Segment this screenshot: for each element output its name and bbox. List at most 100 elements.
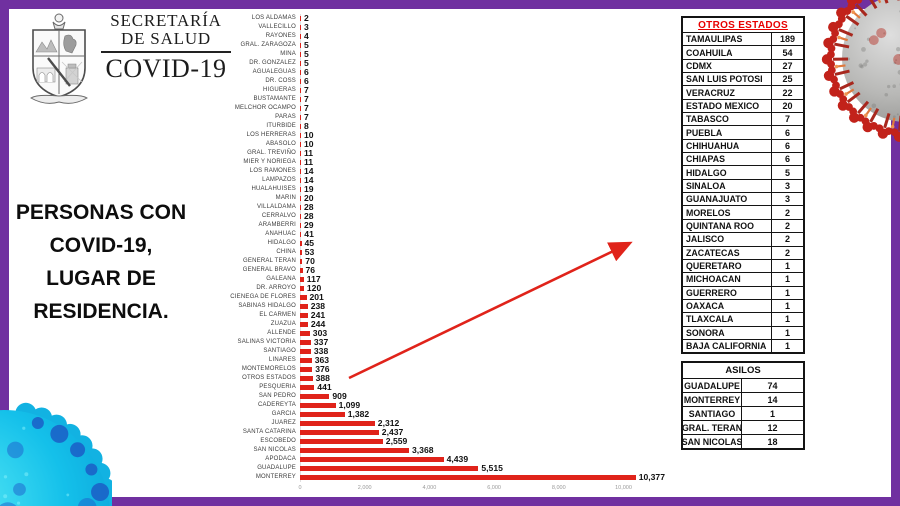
bar-value-label: 388 [315, 373, 330, 383]
bar-category-label: GALEANA [266, 276, 296, 282]
bar [300, 393, 330, 400]
table-cell-name: JALISCO [686, 234, 725, 245]
bar [300, 429, 379, 436]
table-cell-name: ESTADO MEXICO [686, 100, 760, 111]
bar-row: GUADALUPE 5,515 [158, 464, 688, 473]
bar-value-label: 2 [304, 13, 309, 23]
x-axis-tick: 4,000 [422, 485, 437, 491]
bar [300, 267, 303, 274]
bar [300, 348, 311, 355]
bar-value-label: 6 [304, 76, 309, 86]
table-cell-name: GUERRERO [686, 287, 737, 298]
bar [300, 159, 301, 166]
x-axis-tick: 8,000 [551, 485, 566, 491]
table-row: HIDALGO 5 [683, 165, 803, 179]
bar-value-label: 303 [312, 328, 328, 338]
asilos-table: ASILOS GUADALUPE 74 MONTERREY 14 SANTIAGO 1 GR… [681, 361, 805, 450]
bar-category-label: MIER Y NORIEGA [243, 159, 296, 165]
bar-row: GARCIA 1,382 [158, 410, 688, 419]
bar-row: SANTA CATARINA 2,437 [158, 428, 688, 437]
table-row: CDMX 27 [683, 58, 803, 73]
bar-row: GRAL. TREVIÑO 11 [158, 149, 688, 158]
bar [300, 339, 311, 346]
bar-value-label: 5 [304, 58, 309, 68]
bar-row: DR. ARROYO 120 [158, 284, 688, 293]
bar [300, 177, 301, 184]
logo-line-secretaria: SECRETARÍA [110, 11, 222, 30]
table-title: ASILOS [725, 365, 761, 376]
bar-category-label: SANTIAGO [263, 348, 296, 354]
bar-value-label: 238 [310, 301, 326, 311]
table-cell-name: QUERETARO [686, 261, 742, 272]
table-cell-name: PUEBLA [686, 127, 723, 138]
y-axis-line [300, 14, 301, 482]
bar [300, 456, 444, 463]
table-cell-name: OAXACA [686, 301, 725, 312]
bar-row: DR. COSS 6 [158, 77, 688, 86]
table-row: MICHOACAN 1 [683, 272, 803, 286]
bar-category-label: AGUALEGUAS [252, 69, 296, 75]
bar-value-label: 76 [305, 265, 316, 275]
table-cell-value: 1 [741, 407, 803, 420]
table-row: GRAL. TERAN 12 [683, 420, 803, 434]
x-axis-tick: 2,000 [357, 485, 372, 491]
bar [300, 24, 301, 31]
x-axis-tick: 6,000 [487, 485, 501, 491]
bar [300, 402, 336, 409]
bar-value-label: 7 [304, 85, 309, 95]
bar-row: MELCHOR OCAMPO 7 [158, 104, 688, 113]
bar-value-label: 41 [304, 229, 314, 239]
coat-of-arms-icon [30, 13, 88, 104]
table-cell-value: 54 [771, 46, 803, 59]
bar-row: ZUAZUA 244 [158, 320, 688, 329]
table-cell-value: 2 [771, 233, 803, 246]
table-cell-value: 22 [771, 86, 803, 99]
table-cell-value: 3 [771, 179, 803, 193]
bar-row: CIENEGA DE FLORES 201 [158, 293, 688, 302]
x-axis: 0 2,000 4,000 6,000 8,000 10,000 [298, 482, 645, 493]
bar [300, 186, 301, 193]
bar-row: PESQUERIA 441 [158, 383, 688, 392]
bar-category-label: APODACA [265, 456, 296, 462]
bar-value-label: 2,559 [385, 436, 408, 446]
bar [300, 231, 302, 238]
bar-row: CERRALVO 28 [158, 212, 688, 221]
bar [300, 258, 303, 265]
coronavirus-red-icon [821, 0, 900, 142]
bar [300, 15, 301, 22]
table-cell-value: 6 [771, 139, 803, 153]
table-cell-value: 12 [741, 421, 803, 434]
bar [300, 312, 308, 319]
bar-category-label: ANAHUAC [265, 231, 296, 237]
bar-category-label: RAYONES [265, 33, 296, 39]
x-axis-tick: 0 [298, 485, 302, 491]
bar-category-label: MELCHOR OCAMPO [234, 105, 296, 111]
bar-row: GRAL. ZARAGOZA 5 [158, 41, 688, 50]
bar [300, 78, 301, 85]
table-row: MORELOS 2 [683, 205, 803, 219]
bar-row: EL CARMEN 241 [158, 311, 688, 320]
table-row: JALISCO 2 [683, 232, 803, 246]
table-cell-name: SANTIAGO [688, 408, 736, 419]
bar-category-label: EL CARMEN [259, 312, 296, 318]
page-title: PERSONAS CON COVID-19, LUGAR DE RESIDENC… [15, 201, 187, 323]
bar [300, 465, 479, 472]
table-cell-value: 2 [771, 246, 803, 259]
bar-value-label: 10 [304, 130, 314, 140]
bar-category-label: LOS ALDAMAS [251, 15, 296, 21]
bar-category-label: VILLALDAMA [256, 204, 296, 210]
bar-value-label: 3 [304, 22, 309, 32]
bar-category-label: ABASOLO [265, 141, 296, 147]
logo-text: SECRETARÍA DE SALUD COVID-19 [101, 12, 231, 82]
bar-category-label: ALLENDE [267, 330, 296, 336]
table-cell-value: 74 [741, 379, 803, 392]
table-cell-name: BAJA CALIFORNIA [686, 341, 767, 352]
bar-category-label: SAN NICOLAS [253, 447, 296, 453]
table-row: TABASCO 7 [683, 112, 803, 126]
bar-row: GENERAL BRAVO 76 [158, 266, 688, 275]
bar-category-label: MARIN [275, 195, 296, 201]
bar-value-label: 244 [310, 319, 326, 329]
bar-row: DR. GONZALEZ 5 [158, 59, 688, 68]
table-cell-name: COAHUILA [686, 47, 733, 58]
bar-category-label: LAMPAZOS [262, 177, 296, 183]
